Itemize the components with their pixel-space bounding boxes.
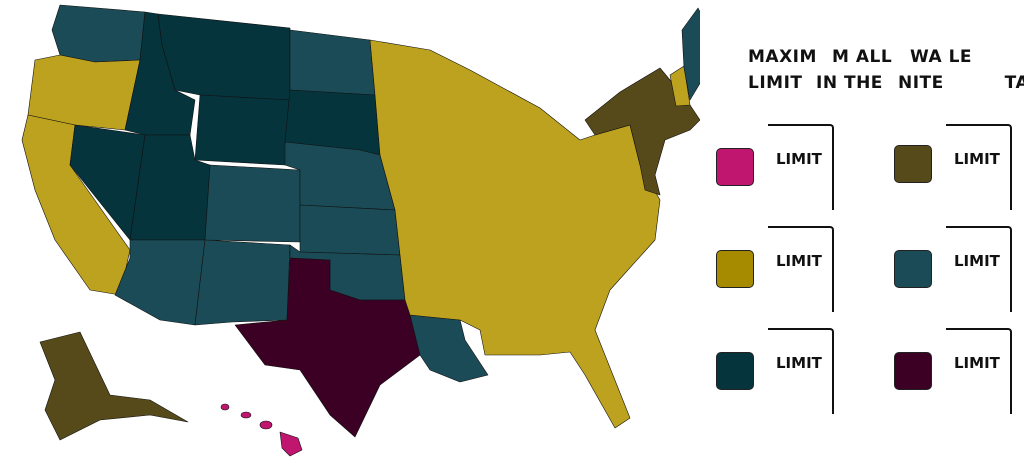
legend-swatch <box>716 148 754 186</box>
title-word: M ALL <box>832 47 893 67</box>
state-louisiana[interactable] <box>409 314 489 383</box>
legend-swatch <box>894 250 932 288</box>
state-maine[interactable] <box>681 7 700 101</box>
legend-item-teal: LIMIT <box>894 224 1024 314</box>
legend-item-olive: LIMIT <box>894 122 1024 212</box>
state-north-dakota[interactable] <box>289 29 376 96</box>
legend-item-pink: LIMIT <box>716 122 846 212</box>
title-word: NITE <box>898 73 944 93</box>
title-word: MAXIM <box>748 47 817 67</box>
legend-bracket <box>946 328 1012 414</box>
state-wyoming[interactable] <box>194 94 291 166</box>
legend-swatch <box>894 352 932 390</box>
region-central-southeast[interactable] <box>369 39 661 429</box>
legend-item-dark-teal: LIMIT <box>716 326 846 416</box>
region-northeast[interactable] <box>584 67 700 196</box>
state-hawaii-3[interactable] <box>259 420 273 430</box>
legend-swatch <box>716 352 754 390</box>
us-map <box>21 4 700 457</box>
title-word: IN THE <box>816 73 883 93</box>
title-word: LIMIT <box>748 73 803 93</box>
state-montana[interactable] <box>157 13 291 101</box>
state-kansas[interactable] <box>299 204 401 256</box>
legend-bracket <box>768 226 834 312</box>
state-hawaii-2[interactable] <box>240 411 252 419</box>
state-colorado[interactable] <box>204 164 301 243</box>
state-new-mexico[interactable] <box>194 239 291 326</box>
title-word: TATE <box>1004 73 1024 93</box>
title-word: EE <box>1002 44 1024 70</box>
state-washington[interactable] <box>51 4 146 63</box>
legend-swatch <box>894 145 932 183</box>
legend-label: LIMIT <box>776 150 822 168</box>
legend-label: LIMIT <box>776 354 822 372</box>
state-hawaii-1[interactable] <box>220 403 230 411</box>
legend-item-mustard: LIMIT <box>716 224 846 314</box>
legend-bracket <box>946 124 1012 210</box>
legend-label: LIMIT <box>776 252 822 270</box>
legend-bracket <box>946 226 1012 312</box>
legend-label: LIMIT <box>954 252 1000 270</box>
legend-label: LIMIT <box>954 150 1000 168</box>
legend-bracket <box>768 328 834 414</box>
legend-item-maroon: LIMIT <box>894 326 1024 416</box>
state-alaska[interactable] <box>39 331 189 441</box>
title-word: WA LE <box>910 47 973 67</box>
state-hawaii-big-island[interactable] <box>279 431 303 457</box>
legend-swatch <box>716 250 754 288</box>
legend-bracket <box>768 124 834 210</box>
state-texas[interactable] <box>234 257 421 438</box>
state-new-hampshire[interactable] <box>669 65 691 107</box>
map-title: MAXIM M ALL WA LE EE LIMIT IN THE NITE T… <box>748 44 1024 96</box>
legend-label: LIMIT <box>954 354 1000 372</box>
